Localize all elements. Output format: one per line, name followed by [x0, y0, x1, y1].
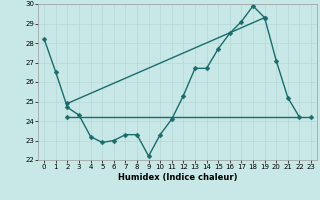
X-axis label: Humidex (Indice chaleur): Humidex (Indice chaleur) — [118, 173, 237, 182]
